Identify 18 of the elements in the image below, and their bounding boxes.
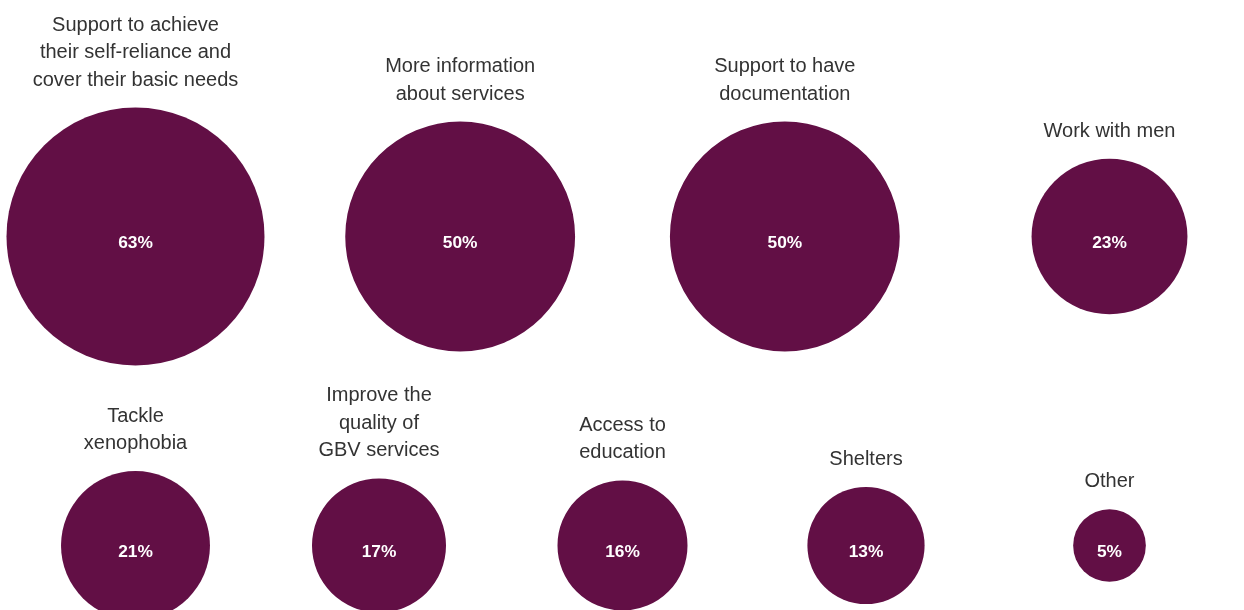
- data-label: 50%: [767, 231, 803, 252]
- category-label: Tackle xenophobia: [83, 403, 189, 454]
- data-label: 5%: [1096, 540, 1123, 561]
- data-label: 63%: [118, 231, 153, 252]
- data-label: 17%: [361, 540, 397, 561]
- category-label: Improve the quality of GBV services: [318, 383, 440, 461]
- category-label: More information about services: [385, 54, 536, 104]
- data-label: 13%: [848, 540, 884, 561]
- data-label: 21%: [118, 540, 153, 561]
- data-label: 23%: [1092, 231, 1127, 252]
- category-label: Support to achieve their self-reliance and cover their basic needs: [32, 12, 239, 90]
- data-label: 16%: [605, 540, 640, 561]
- category-label: Support to have documentation: [714, 54, 856, 104]
- category-label: Access to education: [579, 412, 666, 463]
- category-label: Other: [1084, 469, 1135, 492]
- category-label: Work with men: [1043, 118, 1176, 141]
- data-label: 50%: [442, 231, 478, 252]
- category-label: Shelters: [829, 446, 903, 469]
